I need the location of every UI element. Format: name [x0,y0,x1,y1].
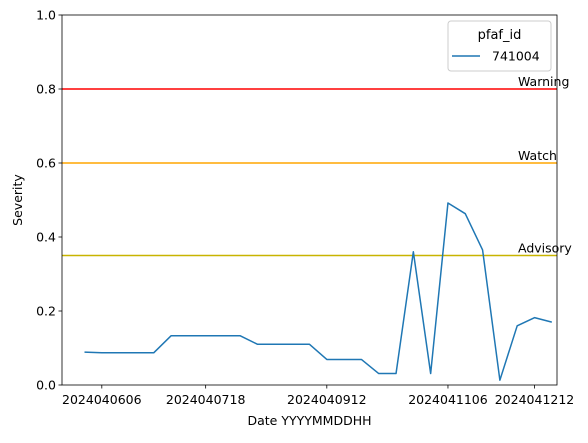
y-tick-label: 0.6 [36,156,56,171]
x-axis-label: Date YYYYMMDDHH [247,413,371,428]
x-tick-label: 2024041106 [408,392,488,407]
y-tick-label: 1.0 [36,8,56,23]
threshold-label-warning: Warning [518,74,569,89]
x-tick-label: 2024040912 [287,392,367,407]
x-tick-label: 2024040718 [166,392,246,407]
y-tick-label: 0.0 [36,378,56,393]
y-tick-label: 0.4 [36,230,56,245]
x-tick-label: 2024041212 [495,392,575,407]
threshold-label-watch: Watch [518,148,557,163]
y-tick-label: 0.8 [36,82,56,97]
x-tick-label: 2024040606 [62,392,142,407]
y-axis-label: Severity [10,174,25,226]
legend-entry-label: 741004 [492,49,540,64]
threshold-label-advisory: Advisory [518,241,572,256]
y-tick-label: 0.2 [36,304,56,319]
legend-title: pfaf_id [478,28,522,43]
legend: pfaf_id 741004 [448,21,551,71]
